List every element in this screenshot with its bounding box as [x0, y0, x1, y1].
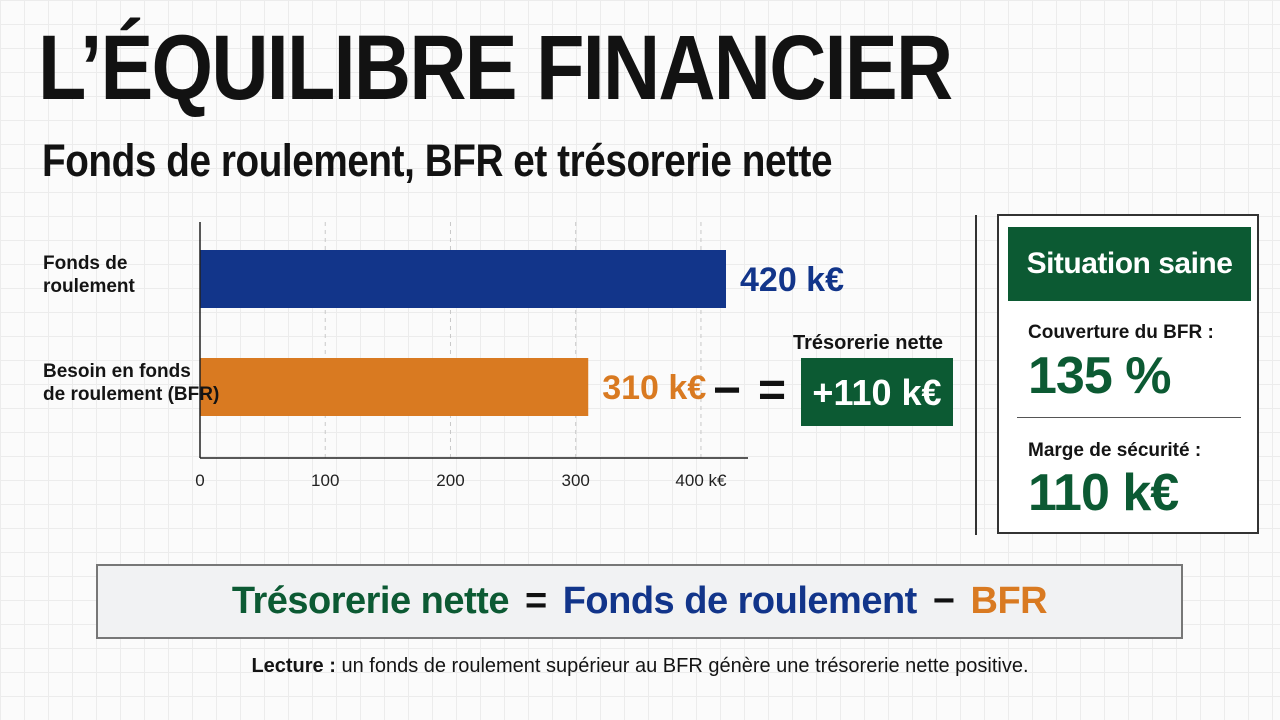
coverage-value: 135 % — [1028, 347, 1171, 405]
page-subtitle: Fonds de roulement, BFR et trésorerie ne… — [42, 135, 833, 186]
bar-bfr — [200, 358, 589, 416]
value-label-1: 310 k€ — [602, 369, 706, 407]
panel-divider — [1017, 417, 1241, 418]
equals-operator: = — [758, 364, 786, 417]
formula-equals: = — [524, 580, 547, 622]
formula-tresorerie: Trésorerie nette — [231, 580, 510, 622]
minus-operator: − — [713, 364, 741, 417]
formula-box: Trésorerie nette = Fonds de roulement − … — [96, 564, 1183, 639]
tresorerie-nette-value: +110 k€ — [812, 372, 941, 413]
status-badge: Situation saine — [1008, 227, 1251, 301]
tick-label-0: 0 — [195, 471, 204, 490]
tick-label-200: 200 — [436, 471, 464, 490]
margin-label: Marge de sécurité : — [1028, 440, 1202, 461]
formula-bfr: BFR — [970, 580, 1048, 622]
tick-label-400: 400 k€ — [675, 471, 727, 490]
coverage-label: Couverture du BFR : — [1028, 322, 1214, 343]
vertical-divider — [975, 215, 977, 535]
tick-label-300: 300 — [562, 471, 590, 490]
tick-label-100: 100 — [311, 471, 339, 490]
page-title: L’ÉQUILIBRE FINANCIER — [38, 17, 953, 119]
value-label-0: 420 k€ — [740, 261, 844, 299]
category-label-1: Besoin en fonds de roulement (BFR) — [43, 361, 219, 405]
note-text: un fonds de roulement supérieur au BFR g… — [335, 655, 1029, 677]
formula-fonds-roulement: Fonds de roulement — [562, 580, 918, 622]
tresorerie-nette-badge — [801, 358, 953, 426]
formula-minus: − — [932, 580, 955, 622]
category-label-0: Fonds de roulement — [43, 253, 136, 297]
tresorerie-nette-label: Trésorerie nette — [793, 332, 943, 354]
status-panel: Situation saine Couverture du BFR : 135 … — [997, 214, 1259, 534]
note-lead: Lecture : — [251, 655, 336, 677]
bar-fonds-roulement — [200, 250, 726, 308]
reading-note: Lecture : un fonds de roulement supérieu… — [0, 655, 1280, 678]
margin-value: 110 k€ — [1028, 464, 1179, 522]
